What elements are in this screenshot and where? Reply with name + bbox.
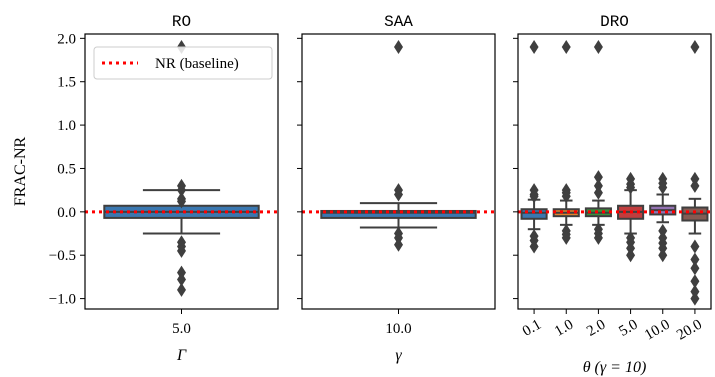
outlier-point: [626, 248, 636, 263]
box-0.1: [520, 40, 548, 254]
outlier-point: [529, 189, 539, 204]
y-tick-label: 1.0: [57, 118, 76, 134]
outlier-point: [690, 178, 700, 193]
outlier-point: [690, 274, 700, 289]
x-tick-label: 5.0: [616, 317, 640, 340]
outlier-point: [593, 185, 603, 200]
box-body: [320, 209, 477, 219]
panel-dro: DRO 0.1 1.0 2.0 5.0 10.0 20.0 θ (γ = 10): [513, 13, 712, 376]
box-5.0: [617, 171, 645, 263]
box-10.0: [649, 171, 677, 263]
panel-title: SAA: [384, 13, 413, 31]
legend-box: [93, 46, 273, 80]
outlier-point: [529, 40, 539, 55]
outlier-point: [658, 180, 668, 195]
panel-title: DRO: [600, 13, 629, 31]
outlier-point: [177, 243, 186, 258]
box-2.0: [584, 40, 612, 245]
outlier-point: [177, 272, 186, 287]
panel-frame: [517, 33, 712, 310]
x-axis-label: γ: [395, 347, 402, 364]
panel-ro: RO −1.0 −0.5 0.0 0.5 1.0 1.5 2.0 5.0 Γ: [49, 13, 279, 364]
x-axis-label: θ (γ = 10): [583, 359, 647, 376]
y-tick-label: 1.5: [57, 75, 76, 91]
outlier-point: [626, 180, 636, 195]
outlier-point: [394, 187, 403, 202]
outlier-point: [690, 261, 700, 276]
outlier-point: [690, 40, 700, 55]
box-1.0: [552, 40, 580, 245]
y-tick-label: 2.0: [57, 31, 76, 47]
y-tick-label: 0.0: [57, 205, 76, 221]
x-tick-label: 10.0: [642, 317, 673, 344]
x-tick-label: 10.0: [385, 321, 411, 337]
y-tick-label: −0.5: [49, 248, 76, 264]
legend-label: NR (baseline): [155, 56, 239, 72]
outlier-point: [593, 230, 603, 245]
outlier-point: [658, 248, 668, 263]
y-tick-label: 0.5: [57, 161, 76, 177]
panel-title: RO: [172, 13, 191, 31]
outlier-point: [394, 40, 403, 55]
outlier-point: [561, 189, 571, 204]
y-axis-label: FRAC-NR: [12, 137, 29, 207]
outlier-point: [177, 282, 186, 297]
outlier-point: [690, 291, 700, 306]
outlier-point: [529, 239, 539, 254]
outlier-point: [561, 40, 571, 55]
panel-saa: SAA 10.0 γ: [297, 13, 496, 364]
x-tick-label: 1.0: [552, 317, 576, 340]
box-20.0: [681, 40, 709, 306]
outlier-point: [690, 239, 700, 254]
x-axis-label: Γ: [176, 347, 187, 364]
y-tick-label: −1.0: [49, 292, 76, 308]
x-tick-label: 2.0: [584, 317, 608, 340]
legend: NR (baseline): [93, 46, 273, 80]
x-tick-label: 20.0: [674, 317, 705, 344]
box-body: [520, 208, 548, 220]
x-tick-label: 0.1: [520, 317, 544, 340]
outlier-point: [593, 40, 603, 55]
box-5.0: [103, 40, 260, 297]
outlier-point: [177, 183, 186, 198]
outlier-point: [561, 230, 571, 245]
outlier-point: [177, 194, 186, 209]
outlier-point: [593, 170, 603, 185]
outlier-point: [394, 237, 403, 252]
box-10.0: [320, 40, 477, 252]
panel-frame: [301, 33, 496, 310]
outlier-point: [690, 252, 700, 267]
x-tick-label: 5.0: [172, 321, 191, 337]
